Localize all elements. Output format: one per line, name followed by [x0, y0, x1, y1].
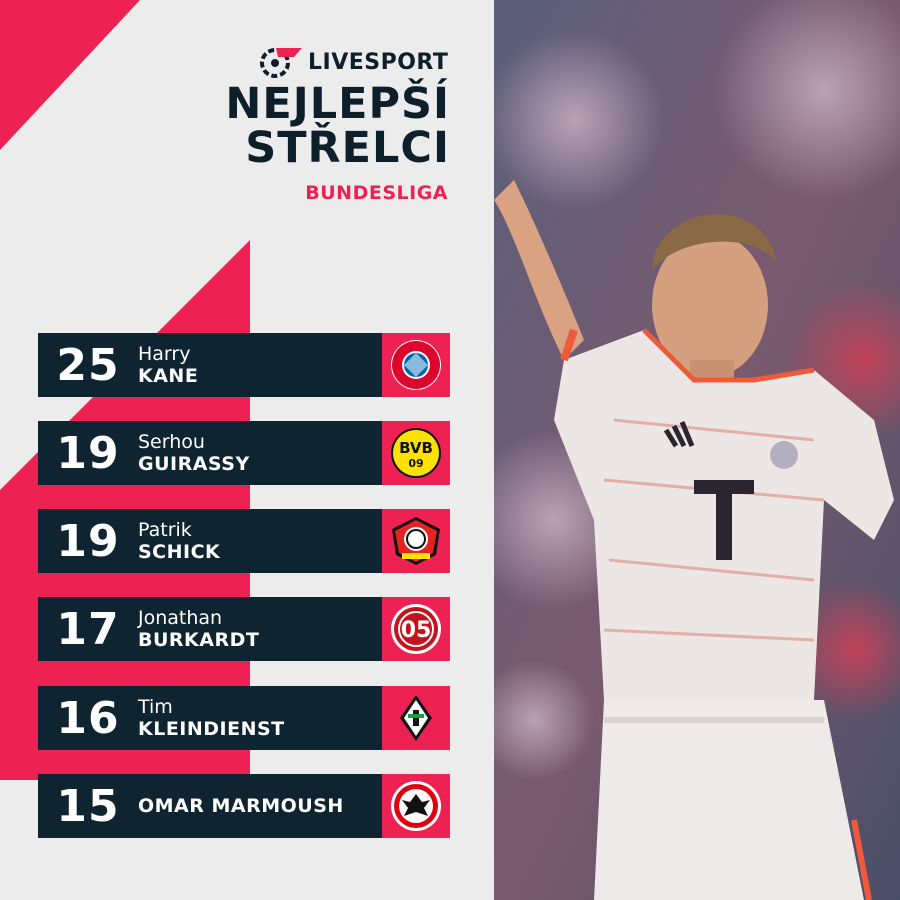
bayern-munchen-crest-icon [391, 340, 441, 390]
player-last-name: KANE [138, 365, 199, 387]
goals-count: 25 [56, 339, 120, 391]
player-photo-illustration [494, 0, 900, 900]
mainz-05-crest-icon: 05 [391, 604, 441, 654]
scorer-row: 16 Tim KLEINDIENST [38, 686, 450, 750]
goals-count: 19 [56, 427, 120, 479]
player-last-name: BURKARDT [138, 629, 260, 651]
player-name: OMAR MARMOUSH [138, 795, 382, 817]
eintracht-frankfurt-crest-icon [391, 781, 441, 831]
scorer-row: 15 OMAR MARMOUSH [38, 774, 450, 838]
player-last-name: OMAR MARMOUSH [138, 795, 344, 817]
player-first-name: Jonathan [138, 607, 223, 629]
club-logo-box [382, 774, 450, 838]
scorer-row: 19 Serhou GUIRASSY BVB 09 [38, 421, 450, 485]
scorer-row: 19 Patrik SCHICK [38, 509, 450, 573]
player-last-name: GUIRASSY [138, 453, 250, 475]
player-first-name: Serhou [138, 431, 205, 453]
player-name: Tim KLEINDIENST [138, 696, 382, 740]
club-logo-box: 05 [382, 597, 450, 661]
goals-count: 16 [56, 692, 120, 744]
player-name: Harry KANE [138, 343, 382, 387]
brand-name: LIVESPORT [308, 49, 449, 75]
club-logo-box: BVB 09 [382, 421, 450, 485]
player-first-name: Tim [138, 696, 173, 718]
scorer-row: 17 Jonathan BURKARDT 05 [38, 597, 450, 661]
player-last-name: SCHICK [138, 541, 221, 563]
player-photo [494, 0, 900, 900]
bvb-09-crest-icon: BVB 09 [391, 428, 441, 478]
monchengladbach-crest-icon [400, 695, 432, 741]
scorer-row: 25 Harry KANE [38, 333, 450, 397]
goals-count: 19 [56, 515, 120, 567]
club-logo-box [382, 333, 450, 397]
goals-count: 15 [56, 780, 120, 832]
player-name: Jonathan BURKARDT [138, 607, 382, 651]
player-name: Serhou GUIRASSY [138, 431, 382, 475]
bayer-leverkusen-crest-icon [392, 517, 440, 565]
brand-logo: LIVESPORT [258, 44, 452, 80]
mainz-label: 05 [401, 618, 432, 643]
player-first-name: Patrik [138, 519, 192, 541]
league-subtitle: BUNDESLIGA [305, 182, 448, 204]
title-line-2: STŘELCI [245, 123, 450, 173]
player-first-name: Harry [138, 343, 191, 365]
top-left-red-triangle [0, 0, 140, 150]
bvb-year: 09 [408, 457, 423, 470]
goals-count: 17 [56, 603, 120, 655]
bvb-label: BVB [399, 439, 433, 457]
club-logo-box [382, 509, 450, 573]
page-title: NEJLEPŠÍ STŘELCI [150, 82, 450, 170]
player-name: Patrik SCHICK [138, 519, 382, 563]
player-last-name: KLEINDIENST [138, 718, 285, 740]
livesport-logo-icon [260, 48, 302, 78]
club-logo-box [382, 686, 450, 750]
title-line-1: NEJLEPŠÍ [225, 79, 450, 129]
